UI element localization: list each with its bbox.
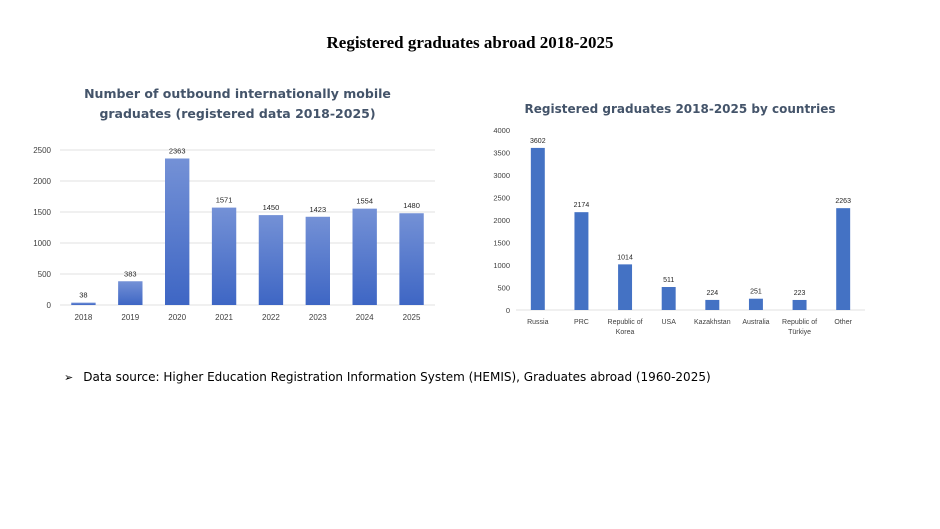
chart-1-data-label: 38 xyxy=(79,291,87,300)
chart-2-y-tick-label: 4000 xyxy=(493,126,510,135)
chart-2-bar-Kazakhstan xyxy=(705,299,720,310)
chart-1-bar-2023 xyxy=(305,216,330,305)
chart-1-x-tick-label: 2022 xyxy=(262,313,280,322)
chart-2-data-label: 2174 xyxy=(574,202,590,209)
chart-2-y-tick-label: 3000 xyxy=(493,171,510,180)
chart-2-y-tick-label: 1500 xyxy=(493,239,510,248)
chart-1-bar-2020 xyxy=(165,158,190,305)
page-title: Registered graduates abroad 2018-2025 xyxy=(326,33,614,52)
chart-2-x-tick-label: Australia xyxy=(742,319,769,326)
chart-2-bar-Other xyxy=(836,208,851,310)
chart-2-data-label: 251 xyxy=(750,289,762,296)
chart-2-data-label: 223 xyxy=(794,290,806,297)
chart-1-data-label: 2363 xyxy=(169,146,186,155)
chart-1-x-tick-label: 2025 xyxy=(403,313,421,322)
chart-2-y-tick-label: 2000 xyxy=(493,216,510,225)
chart-1-data-label: 383 xyxy=(124,269,137,278)
chart-2-bar-PRC xyxy=(574,212,589,310)
chart-2-data-label: 2263 xyxy=(835,198,851,205)
chart-2-y-tick-label: 500 xyxy=(497,284,510,293)
data-source-note: ➢ Data source: Higher Education Registrat… xyxy=(64,370,711,384)
chart-1-bar-2018 xyxy=(71,302,96,305)
chart-1-x-tick-label: 2020 xyxy=(168,313,186,322)
chart-2-x-tick-label: Republic of Türkiye xyxy=(782,319,817,336)
chart-1-title-line-1: Number of outbound internationally mobil… xyxy=(84,86,391,101)
chart-1-y-tick-label: 2500 xyxy=(33,146,51,155)
chart-1-y-tick-label: 500 xyxy=(38,270,52,279)
chart-2-bar-Republic of Türkiye xyxy=(792,299,807,310)
chart-1-y-tick-label: 1000 xyxy=(33,239,51,248)
chart-2-x-tick-label: Other xyxy=(834,319,852,326)
chart-1-bar-2019 xyxy=(118,281,143,305)
chart-2-x-tick-label: Republic of Korea xyxy=(608,319,643,336)
chart-2-y-tick-label: 2500 xyxy=(493,194,510,203)
chart-2-graduates-by-country: 0 500 1000 1500 2000 2500 3000 3500 4000 3602 Russ… xyxy=(493,126,865,336)
data-source-text: Data source: Higher Education Registrati… xyxy=(83,370,711,384)
chart-1-x-tick-label: 2021 xyxy=(215,313,233,322)
chart-2-title: Registered graduates 2018-2025 by countr… xyxy=(524,102,836,116)
chart-2-y-tick-label: 0 xyxy=(506,306,510,315)
chart-1-y-tick-label: 2000 xyxy=(33,177,51,186)
chart-2-y-tick-label: 1000 xyxy=(493,261,510,270)
chart-1-title-line-2: graduates (registered data 2018-2025) xyxy=(99,106,376,121)
chart-1-data-label: 1450 xyxy=(263,203,280,212)
chart-2-data-label: 1014 xyxy=(617,254,633,261)
chart-2-x-tick-label: PRC xyxy=(574,319,589,326)
chart-2-x-tick-label: Russia xyxy=(527,319,549,326)
chart-1-outbound-graduates: 0 500 1000 1500 2000 2500 38 2018 383 2019 2363 202… xyxy=(33,146,435,322)
chart-1-x-tick-label: 2019 xyxy=(121,313,139,322)
chart-1-y-tick-label: 0 xyxy=(47,301,52,310)
chart-2-data-label: 224 xyxy=(706,290,718,297)
chart-1-x-tick-label: 2024 xyxy=(356,313,374,322)
chart-2-data-label: 511 xyxy=(663,277,674,284)
chart-1-x-tick-label: 2018 xyxy=(75,313,93,322)
chart-2-bar-Russia xyxy=(530,147,545,310)
chart-2-x-tick-label: Kazakhstan xyxy=(694,319,731,326)
chart-2-bar-USA xyxy=(661,287,676,310)
chart-2-x-tick-label: USA xyxy=(661,319,676,326)
chart-1-bar-2022 xyxy=(258,215,284,305)
chart-1-bar-2024 xyxy=(352,208,377,305)
chart-1-y-tick-label: 1500 xyxy=(33,208,51,217)
chart-1-title: Number of outbound internationally mobil… xyxy=(60,84,415,124)
chart-2-data-label: 3602 xyxy=(530,138,546,145)
chart-2-bar-Australia xyxy=(748,298,763,310)
chart-2-bar-Republic of Korea xyxy=(618,264,633,310)
chart-1-data-label: 1571 xyxy=(216,196,233,205)
chart-1-x-tick-label: 2023 xyxy=(309,313,327,322)
chart-1-data-label: 1423 xyxy=(309,205,326,214)
arrow-bullet-icon: ➢ xyxy=(64,371,74,384)
chart-1-data-label: 1554 xyxy=(356,197,373,206)
chart-1-bar-2025 xyxy=(399,213,424,305)
chart-2-y-tick-label: 3500 xyxy=(493,149,510,158)
chart-1-data-label: 1480 xyxy=(403,201,420,210)
chart-1-bar-2021 xyxy=(211,207,237,305)
